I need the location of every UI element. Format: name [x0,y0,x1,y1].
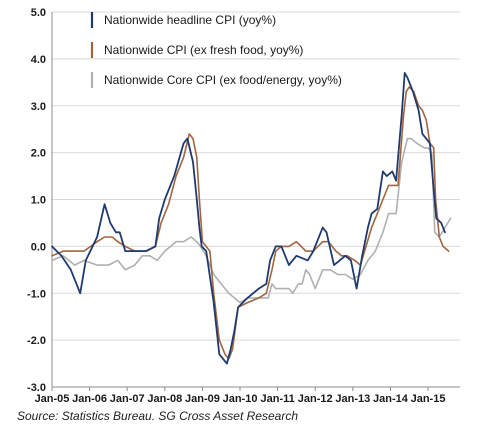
legend: Nationwide headline CPI (yoy%) Nationwide… [90,12,342,88]
y-tick-label: -1.0 [27,288,46,300]
x-tick-label: Jan-14 [373,393,409,405]
y-tick-labels: 5.0 4.0 3.0 2.0 1.0 0.0 -1.0 -2.0 -3.0 [27,7,46,394]
axes [51,12,460,391]
y-tick-label: -2.0 [27,335,46,347]
grid-lines [52,11,460,341]
x-tick-label: Jan-05 [35,393,70,405]
legend-label: Nationwide headline CPI (yoy%) [104,13,276,27]
y-tick-label: -3.0 [27,382,46,394]
x-tick-labels: Jan-05 Jan-06 Jan-07 Jan-08 Jan-09 Jan-10 Jan-… [35,393,446,405]
legend-label: Nationwide Core CPI (ex food/energy, yoy… [104,73,342,87]
y-tick-label: 3.0 [31,101,46,113]
series-line-2 [51,86,450,360]
y-tick-label: 4.0 [31,54,46,66]
x-tick-label: Jan-10 [223,393,258,405]
y-tick-label: 2.0 [31,148,46,160]
series-lines [51,72,452,365]
y-tick-label: 5.0 [31,7,46,19]
x-tick-label: Jan-11 [260,393,294,405]
series-line-1 [51,72,446,365]
x-tick-label: Jan-06 [72,393,107,405]
source-note: Source: Statistics Bureau. SG Cross Asse… [17,409,298,423]
legend-label: Nationwide CPI (ex fresh food, yoy%) [104,43,303,57]
y-tick-label: 1.0 [31,195,46,207]
x-tick-label: Jan-07 [110,393,145,405]
x-tick-label: Jan-13 [335,393,370,405]
series-line-3 [51,137,452,304]
x-tick-label: Jan-09 [185,393,220,405]
y-tick-label: 0.0 [31,241,46,253]
x-tick-label: Jan-08 [147,393,182,405]
x-tick-label: Jan-15 [411,393,446,405]
x-tick-label: Jan-12 [298,393,333,405]
